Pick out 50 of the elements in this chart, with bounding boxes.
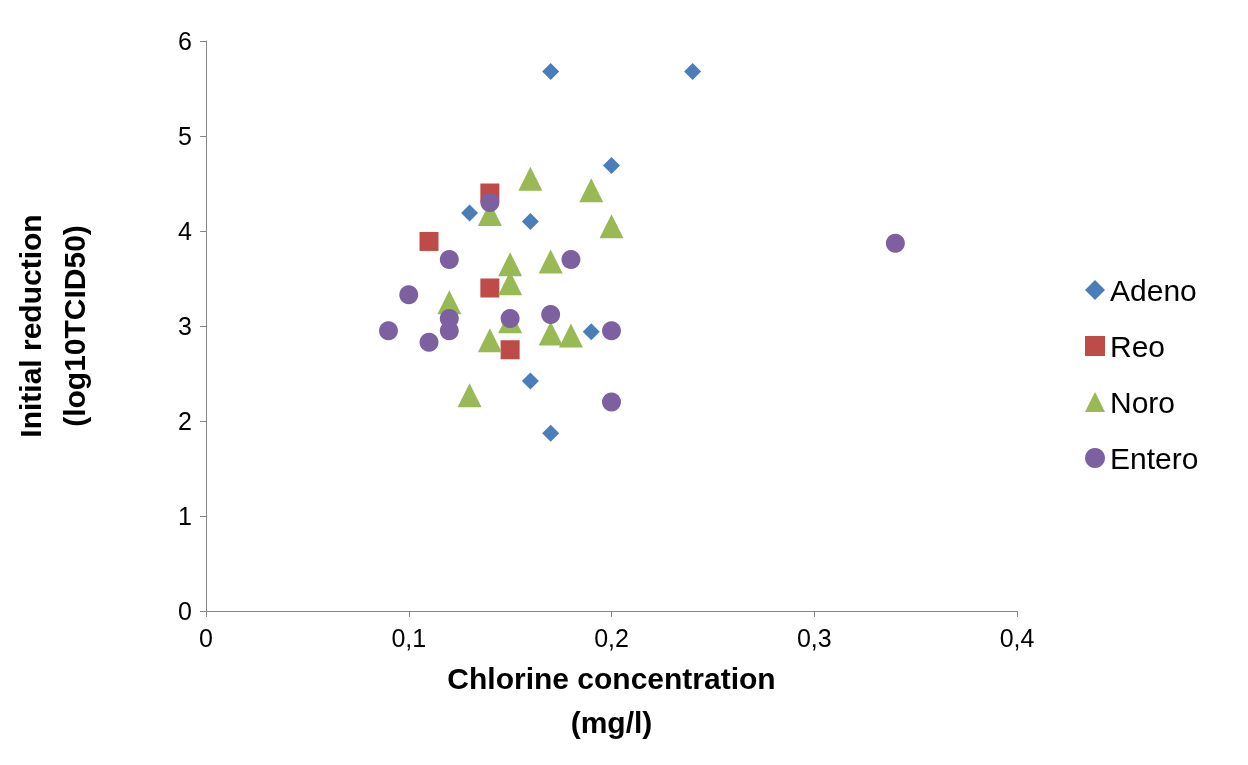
point (521, 372, 539, 390)
legend-label: Adeno (1110, 273, 1197, 307)
x-tick-label: 0,2 (594, 623, 629, 652)
point (500, 308, 520, 328)
point (480, 193, 500, 212)
point (603, 156, 620, 174)
y-tick-label: 4 (178, 217, 193, 245)
legend-label: Noro (1110, 385, 1176, 419)
y-axis-title: Initial reduction (log10TCID50) (13, 214, 91, 438)
point (885, 233, 905, 253)
point (477, 328, 502, 353)
y-tick-label: 5 (178, 122, 192, 150)
y-tick-label: 6 (178, 27, 192, 55)
point (378, 321, 398, 341)
y-tick-label: 0 (178, 597, 192, 625)
y-tick-label: 1 (178, 502, 192, 530)
x-tick-label: 0,4 (999, 623, 1035, 652)
point (579, 178, 604, 203)
point (439, 250, 459, 269)
point (457, 383, 482, 408)
point (518, 166, 543, 191)
point (480, 278, 500, 298)
point (541, 305, 561, 325)
y-tick-label: 3 (178, 312, 192, 340)
point (399, 285, 419, 305)
x-tick-label: 0,3 (796, 623, 832, 652)
y-tick-label: 2 (178, 407, 192, 435)
point (561, 250, 581, 269)
point (602, 392, 621, 412)
point (684, 62, 702, 80)
point (498, 252, 523, 277)
point (538, 249, 563, 274)
x-tick-label: 0 (199, 623, 213, 652)
point (542, 424, 560, 442)
point (599, 214, 624, 239)
point (419, 332, 439, 352)
point (419, 231, 439, 251)
point (439, 321, 459, 341)
point (602, 321, 621, 341)
point (542, 62, 560, 80)
x-axis-title: Chlorine concentration (mg/l) (447, 661, 776, 739)
point (558, 323, 583, 348)
point (461, 204, 479, 222)
point (500, 340, 520, 360)
legend-label: Reo (1110, 329, 1166, 363)
x-tick-label: 0,1 (391, 623, 427, 652)
legend-label: Entero (1110, 441, 1199, 475)
point (538, 321, 563, 346)
point (582, 323, 600, 341)
point (521, 213, 539, 230)
